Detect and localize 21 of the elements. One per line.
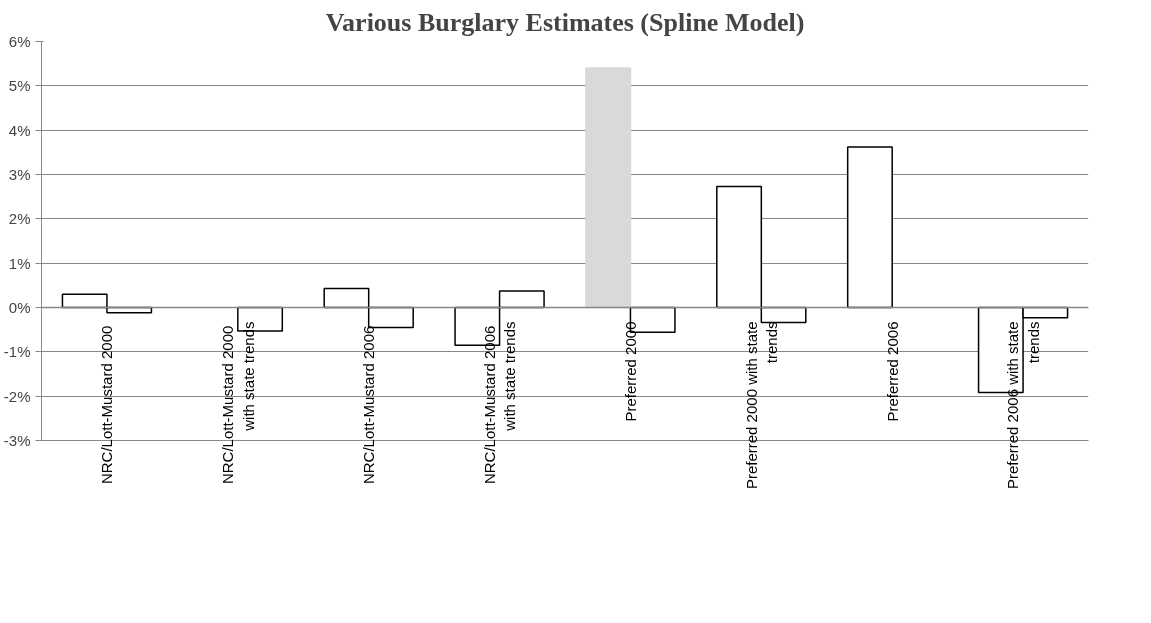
bar <box>846 146 893 309</box>
x-tick-label: NRC/Lott-Mustard 2006 with state trends <box>480 321 519 485</box>
y-tick-label: 3% <box>8 166 31 183</box>
x-tick-label: NRC/Lott-Mustard 2006 <box>360 325 378 485</box>
y-tick-label: -2% <box>3 387 31 405</box>
y-tick-label: 0% <box>8 299 31 316</box>
chart-title: Various Burglary Estimates (Spline Model) <box>325 7 805 37</box>
x-tick-label: Preferred 2000 <box>621 321 639 422</box>
x-tick-label: Preferred 2000 with state trends <box>742 321 781 490</box>
y-tick-label: 1% <box>8 254 31 272</box>
bar <box>585 67 632 309</box>
y-tick-label: 2% <box>8 210 31 228</box>
y-tick-label: 5% <box>8 77 31 95</box>
y-tick-label: -3% <box>3 432 31 449</box>
x-tick-label: Preferred 2006 <box>883 321 901 422</box>
y-tick-label: 6% <box>8 33 31 50</box>
x-tick-label: NRC/Lott-Mustard 2000 with state trends <box>219 321 257 485</box>
x-tick-label: NRC/Lott-Mustard 2000 <box>98 325 116 485</box>
y-tick-label: 4% <box>8 121 31 139</box>
y-tick-label: -1% <box>3 343 31 361</box>
x-tick-label: Preferred 2006 with state trends <box>1004 321 1042 490</box>
